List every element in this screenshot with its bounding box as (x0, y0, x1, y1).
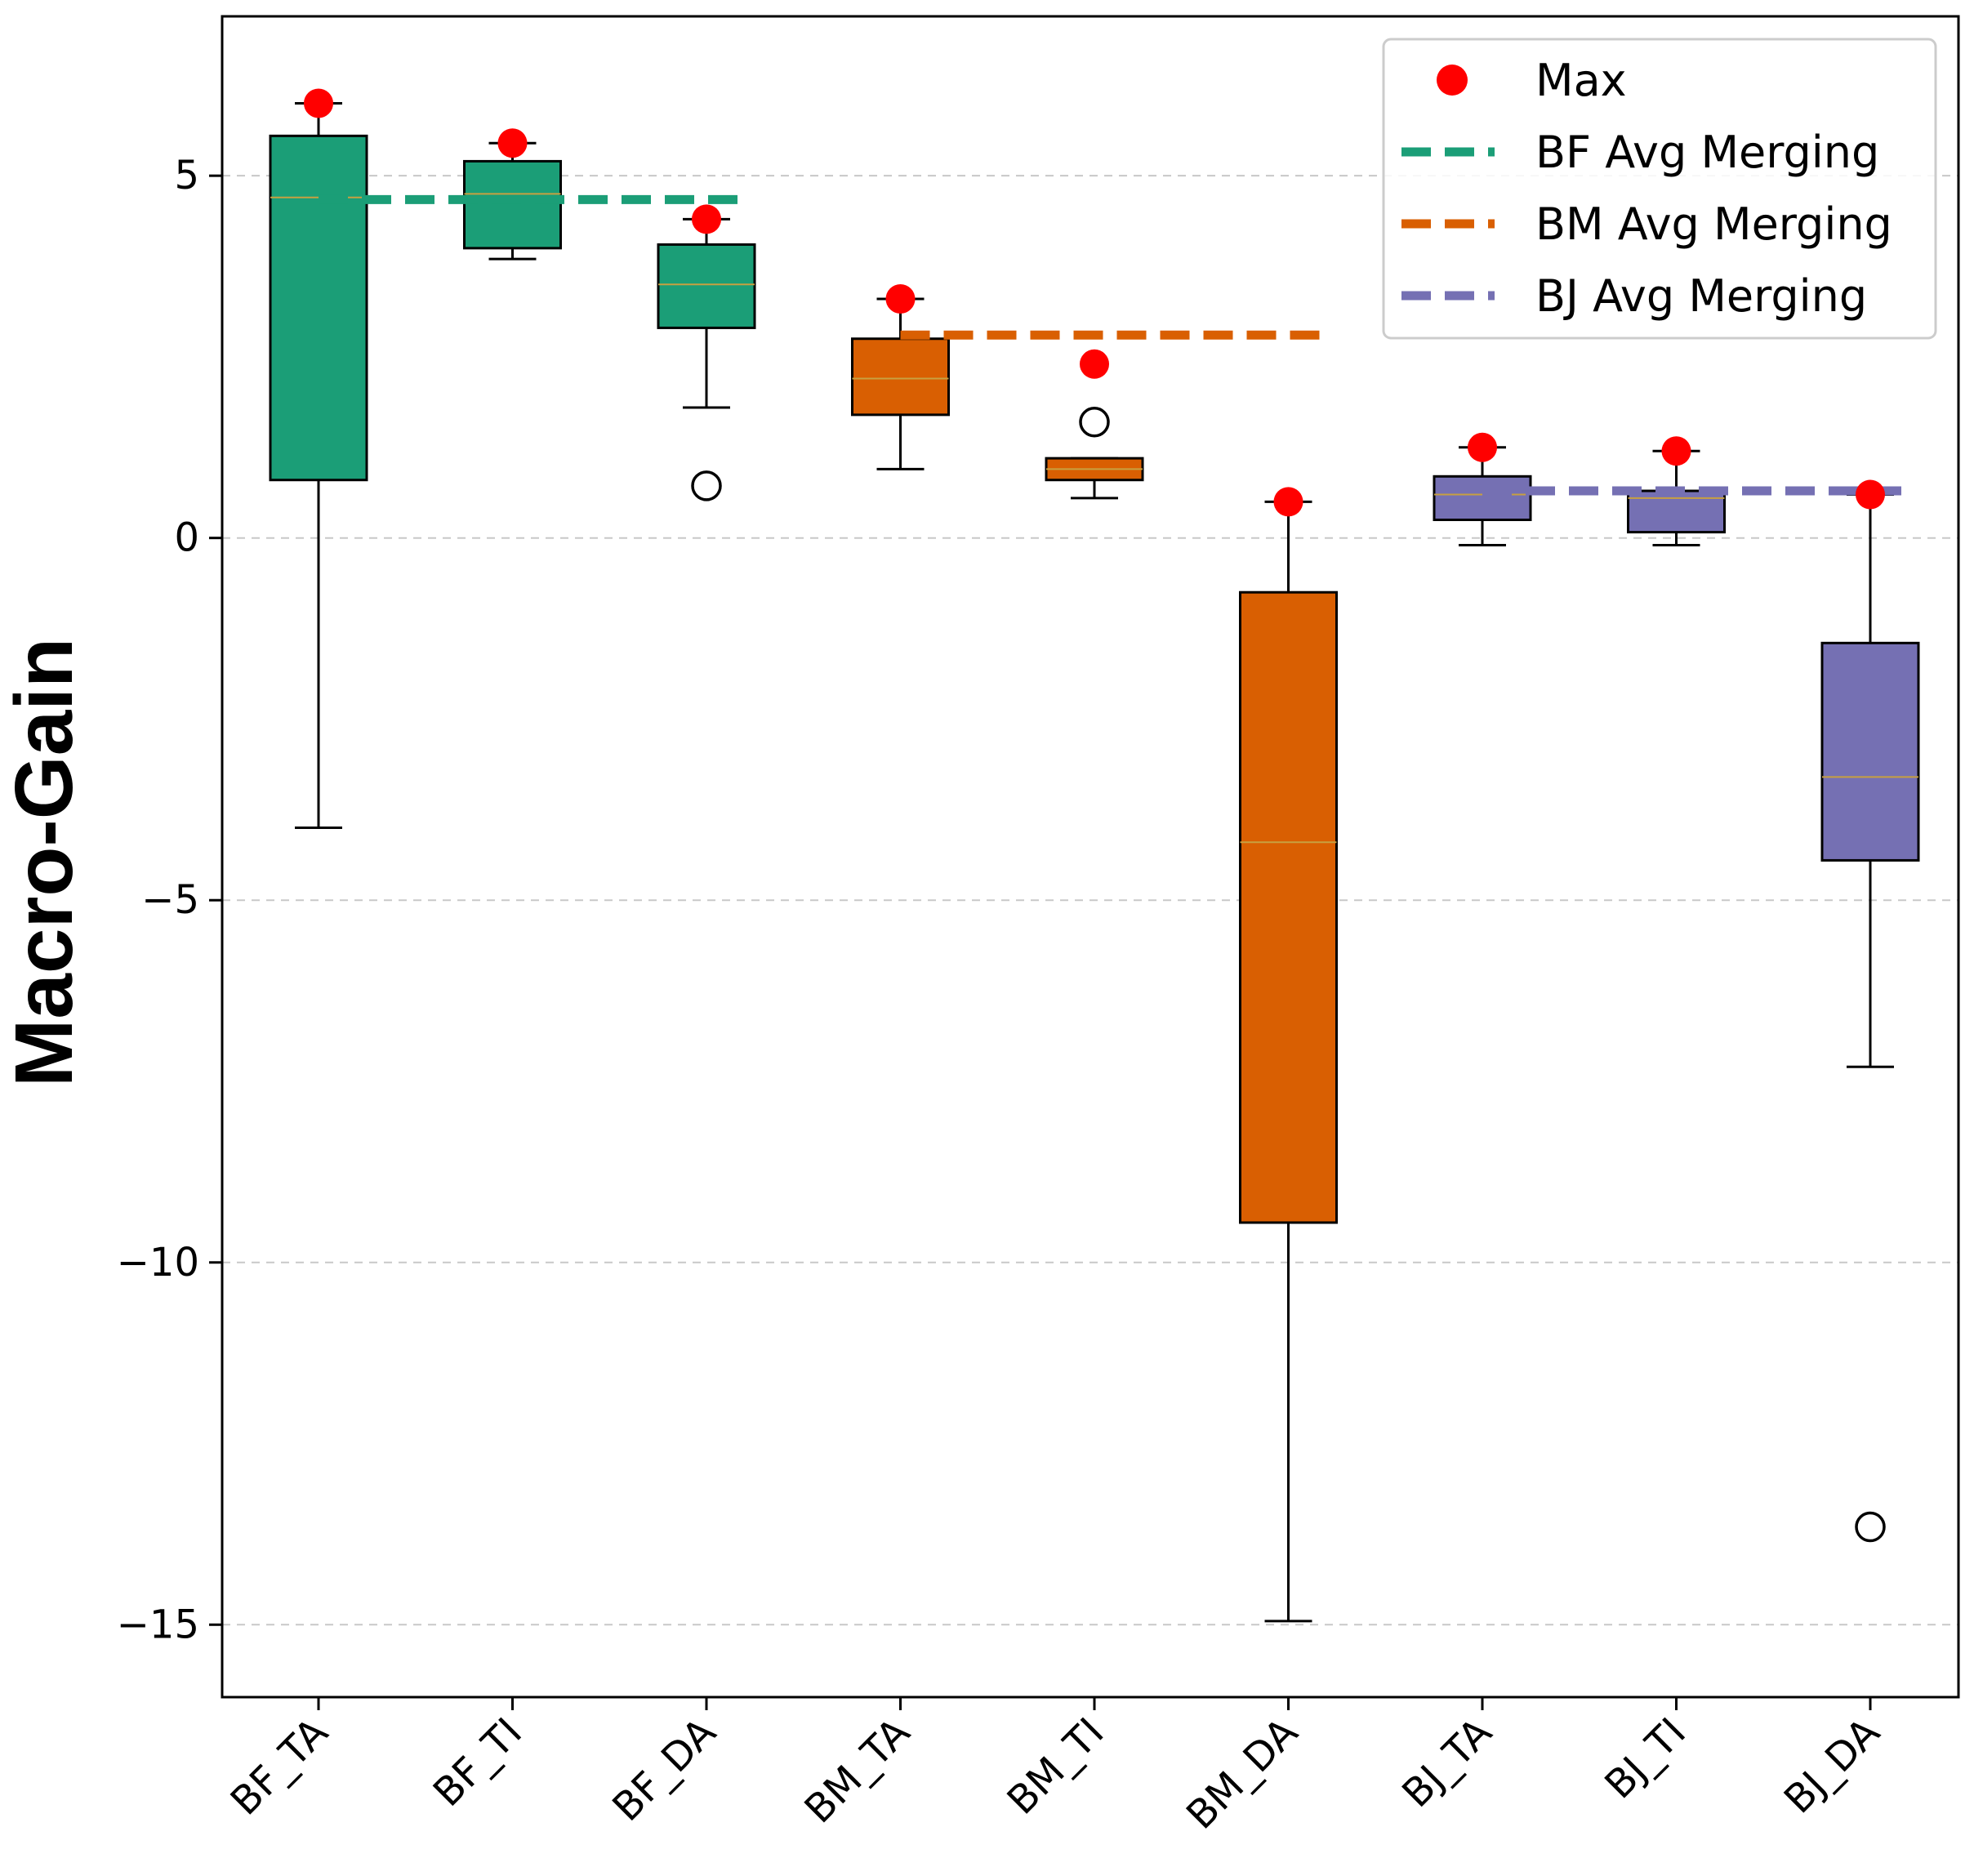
avg-lines (319, 194, 1911, 496)
max-markers (304, 88, 1885, 517)
max-point (1661, 436, 1691, 466)
legend-label: BM Avg Merging (1535, 198, 1892, 250)
outlier-point (691, 470, 722, 501)
box-body (1820, 641, 1920, 862)
max-point (1468, 432, 1497, 462)
plot-frame (221, 15, 1960, 1699)
y-tick-label: 0 (174, 515, 199, 561)
legend-marker-max (1437, 65, 1468, 96)
box-bf-da (657, 217, 756, 501)
legend: Max BF Avg Merging BM Avg Merging BJ Avg Me… (1382, 38, 1937, 340)
box-bj-da (1820, 492, 1920, 1543)
max-point (304, 88, 333, 118)
box-bj-ta (1433, 446, 1532, 547)
y-axis: 5 0 −5 −10 −15 (117, 153, 222, 1647)
max-point (1856, 479, 1885, 510)
y-axis-label: Macro-Gain (0, 638, 90, 1087)
legend-label: BJ Avg Merging (1535, 270, 1867, 322)
legend-label: BF Avg Merging (1535, 127, 1879, 178)
max-point (497, 128, 528, 158)
max-point (692, 204, 721, 234)
box-body (851, 337, 950, 417)
legend-label: Max (1535, 55, 1627, 106)
box-body (269, 134, 368, 482)
outlier-point (1079, 407, 1110, 438)
legend-box (1382, 38, 1937, 340)
box-bj-ti (1627, 449, 1726, 547)
box-bm-ti (1045, 407, 1144, 500)
max-point (1080, 349, 1109, 379)
box-body (657, 243, 756, 329)
y-tick-label: −10 (117, 1240, 199, 1286)
box-body (1627, 489, 1726, 534)
box-body (1433, 475, 1532, 522)
y-tick-label: −5 (141, 877, 199, 923)
y-tick-label: 5 (174, 153, 199, 198)
box-body (463, 159, 562, 250)
max-point (885, 283, 916, 314)
box-bf-ta (269, 101, 368, 830)
box-bm-ta (851, 297, 950, 470)
box-body (1239, 590, 1338, 1224)
max-point (1273, 487, 1303, 517)
box-bm-da (1239, 500, 1338, 1623)
boxes (269, 101, 1920, 1623)
y-tick-label: −15 (117, 1602, 199, 1647)
box-bf-ti (463, 141, 562, 261)
outlier-point (1855, 1511, 1886, 1543)
